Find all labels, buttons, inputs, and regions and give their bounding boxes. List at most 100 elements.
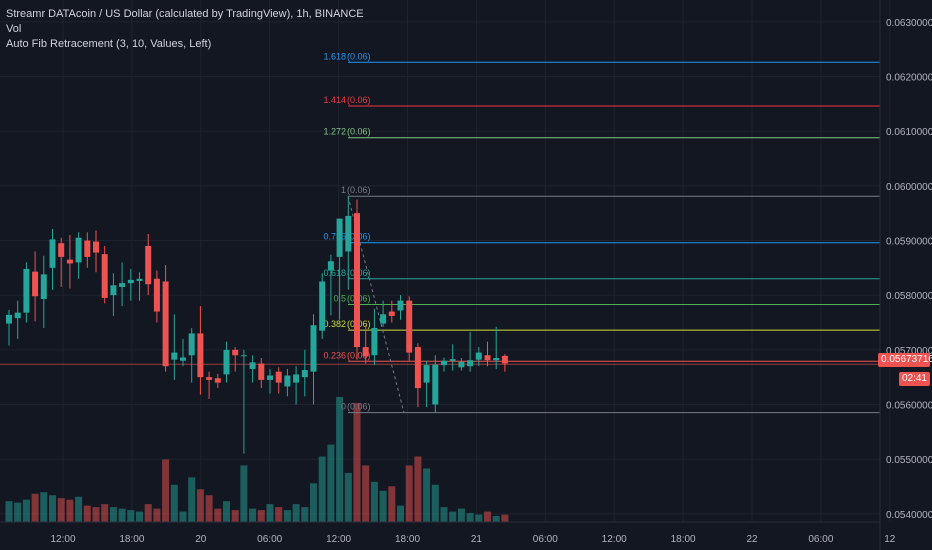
volume-bar <box>336 397 344 522</box>
candle-body <box>14 312 21 319</box>
candle-body <box>240 355 247 357</box>
fib-level-label: 1.618 <box>323 51 346 61</box>
volume-bar <box>492 516 500 522</box>
candle-body <box>475 352 482 360</box>
candle-body <box>467 360 474 367</box>
candle-body <box>32 271 39 297</box>
candle-body <box>197 333 204 378</box>
time-tick-label: 06:00 <box>808 534 833 545</box>
volume-bar <box>75 496 83 522</box>
volume-bar <box>292 504 300 522</box>
volume-bar <box>223 501 230 522</box>
volume-bar <box>457 508 465 522</box>
candle-body <box>293 374 300 383</box>
volume-bar <box>379 490 387 522</box>
volume-bar <box>127 510 135 522</box>
volume-bar <box>466 513 474 522</box>
candle-body <box>171 352 178 360</box>
volume-bar <box>344 472 352 522</box>
chart-legend: Streamr DATAcoin / US Dollar (calculated… <box>6 7 364 52</box>
time-tick-label: 20 <box>195 534 207 545</box>
candle-body <box>441 360 447 366</box>
volume-bar <box>362 465 370 522</box>
fib-level-value: (0.06) <box>347 350 371 360</box>
volume-bar <box>249 508 257 522</box>
volume-bar <box>275 507 283 522</box>
volume-indicator-label[interactable]: Vol <box>6 23 22 35</box>
volume-bar <box>405 465 413 522</box>
fib-level-value: (0.06) <box>347 402 371 412</box>
candle-body <box>188 333 195 356</box>
volume-bar <box>49 495 56 522</box>
candle-body <box>110 285 117 296</box>
time-tick-label: 18:00 <box>119 534 144 545</box>
fib-level-label: 0.618 <box>323 268 346 278</box>
volume-bar <box>353 402 361 522</box>
time-tick-label: 12 <box>884 534 896 545</box>
candle-body <box>101 254 108 298</box>
volume-bar <box>301 507 309 522</box>
fib-retracement: 1.618 (0.06)1.414 (0.06)1.272 (0.06)1 (0.06)… <box>323 51 880 414</box>
price-tick-label: 0.05400000 <box>886 510 932 521</box>
candle-body <box>145 245 152 285</box>
candle-body <box>406 300 413 353</box>
candle-body <box>23 268 30 313</box>
volume-bars <box>5 397 509 522</box>
volume-bar <box>240 465 248 522</box>
volume-bar <box>283 510 291 522</box>
candle-body <box>153 278 160 312</box>
candle-body <box>119 283 126 287</box>
volume-bar <box>22 499 30 522</box>
candle-body <box>493 358 500 361</box>
volume-bar <box>170 484 178 522</box>
candle-body <box>6 314 12 324</box>
volume-bar <box>310 483 317 522</box>
candle-body <box>449 359 456 361</box>
time-tick-label: 21 <box>471 534 483 545</box>
volume-bar <box>370 481 378 522</box>
candle-body <box>380 314 387 324</box>
volume-bar <box>136 511 143 522</box>
countdown-tag: 02:41 <box>898 372 930 386</box>
candle-body <box>301 370 308 378</box>
volume-bar <box>188 477 196 522</box>
candle-body <box>310 325 317 372</box>
fib-level-value: (0.06) <box>347 127 371 137</box>
time-tick-label: 12:00 <box>50 534 75 545</box>
candle-body <box>180 357 186 361</box>
candle-body <box>484 355 491 361</box>
candle-body <box>414 347 421 389</box>
volume-bar <box>449 511 457 522</box>
fib-level-label: 1.414 <box>323 95 346 105</box>
volume-bar <box>397 505 404 522</box>
candle-body <box>319 281 326 331</box>
volume-bar <box>214 508 222 522</box>
candle-body <box>206 377 213 380</box>
fib-level-value: (0.06) <box>347 51 371 61</box>
candle-body <box>267 375 273 380</box>
candle-body <box>432 364 439 405</box>
symbol-title[interactable]: Streamr DATAcoin / US Dollar (calculated… <box>6 8 364 20</box>
time-axis: 12:00 18:00 20 06:00 12:00 18:00 21 06:00 12:00 1… <box>50 534 895 545</box>
fib-level-label: 0.236 <box>323 350 346 360</box>
volume-bar <box>414 456 422 522</box>
volume-bar <box>101 504 109 522</box>
volume-bar <box>92 507 100 522</box>
volume-bar <box>109 507 117 522</box>
fib-indicator-label[interactable]: Auto Fib Retracement (3, 10, Values, Lef… <box>6 38 212 50</box>
time-tick-label: 06:00 <box>257 534 282 545</box>
candle-body <box>93 241 99 253</box>
time-tick-label: 12:00 <box>326 534 351 545</box>
time-tick-label: 18:00 <box>671 534 696 545</box>
volume-bar <box>257 510 265 522</box>
fib-level-label: 1 <box>341 185 346 195</box>
candle-body <box>127 279 134 284</box>
volume-bar <box>501 514 509 522</box>
candle-body <box>40 274 47 299</box>
